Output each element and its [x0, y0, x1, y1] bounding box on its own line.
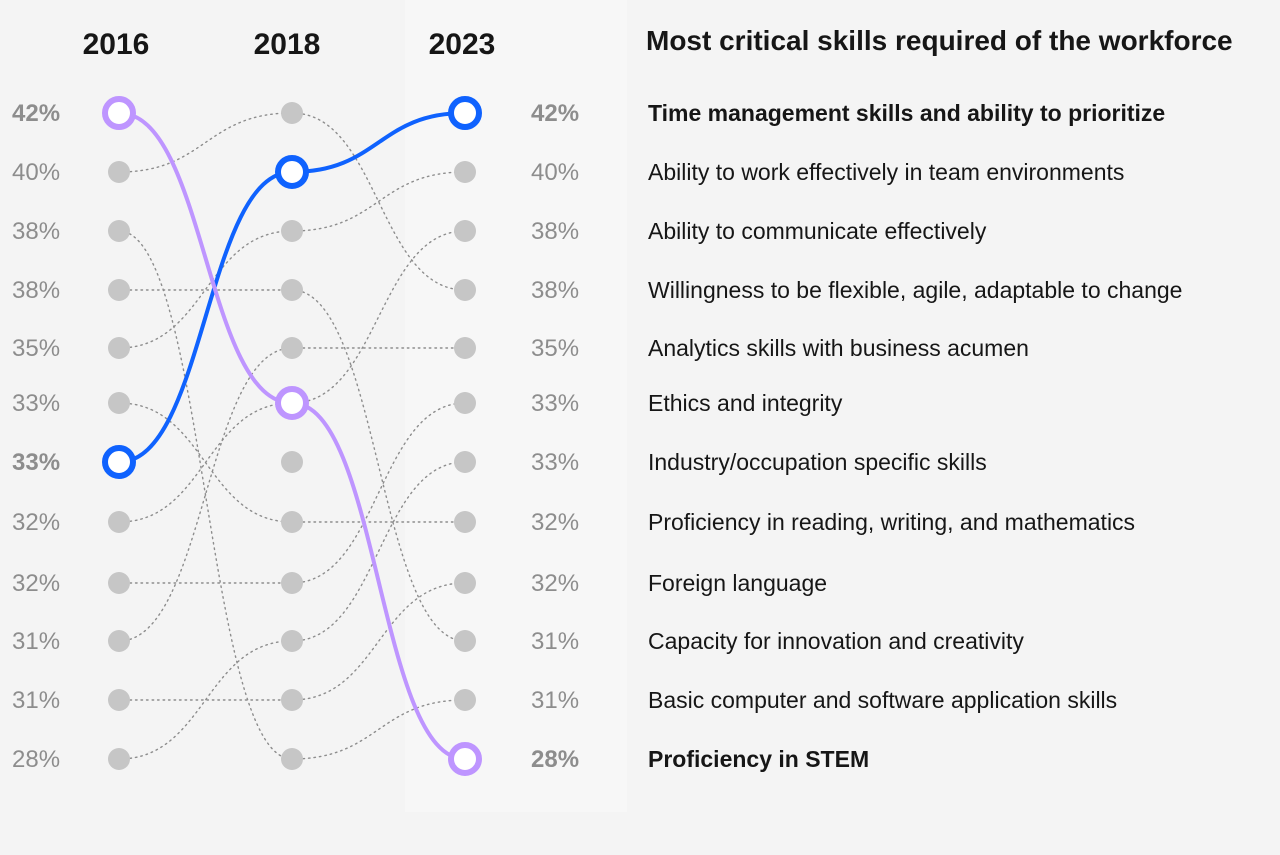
year-2023-header: 2023 [429, 28, 496, 61]
rank-dot-2018-5 [281, 337, 303, 359]
rank-dot-2016-4 [108, 279, 130, 301]
year-2018-header: 2018 [254, 28, 321, 61]
rank-dot-2016-10 [108, 630, 130, 652]
skill-label-5: Analytics skills with business acumen [648, 335, 1029, 361]
right-value-labels: 42% 40% 38% 38% 35% 33% 33% 32% 32% 31% 31% 28% [531, 100, 579, 773]
left-value-label-3: 38% [12, 218, 60, 245]
purple-node-2018 [275, 386, 309, 420]
left-value-label-1: 42% [12, 100, 60, 127]
left-value-label-8: 32% [12, 509, 60, 536]
skill-label-1: Time management skills and ability to pr… [648, 100, 1165, 126]
left-value-label-7: 33% [12, 449, 60, 476]
blue-node-2018 [275, 155, 309, 189]
connector-lines [118, 112, 466, 760]
blue-node-2023 [448, 96, 482, 130]
right-value-label-10: 31% [531, 628, 579, 655]
skill-label-10: Capacity for innovation and creativity [648, 628, 1024, 654]
rank-dot-2023-5 [454, 337, 476, 359]
right-value-label-6: 33% [531, 390, 579, 417]
left-value-label-6: 33% [12, 390, 60, 417]
right-value-label-2: 40% [531, 159, 579, 186]
rank-dot-2016-9 [108, 572, 130, 594]
rank-dot-2018-1 [281, 102, 303, 124]
left-value-label-9: 32% [12, 570, 60, 597]
blue-series-line-b [291, 111, 466, 174]
connector-7-2016-2018 [118, 402, 293, 523]
skill-label-3: Ability to communicate effectively [648, 218, 987, 244]
rank-dot-2018-8 [281, 511, 303, 533]
right-value-label-1: 42% [531, 100, 579, 127]
rank-dot-2023-3 [454, 220, 476, 242]
rank-dot-2023-2 [454, 161, 476, 183]
left-value-labels: 42% 40% 38% 38% 35% 33% 33% 32% 32% 31% 31% 28% [12, 100, 60, 773]
skill-label-7: Industry/occupation specific skills [648, 449, 987, 475]
left-value-label-12: 28% [12, 746, 60, 773]
left-value-label-10: 31% [12, 628, 60, 655]
connector-8-2018-2023 [291, 582, 466, 701]
right-value-label-9: 32% [531, 570, 579, 597]
connector-5-2018-2023 [291, 402, 466, 584]
left-value-label-2: 40% [12, 159, 60, 186]
connector-2-2018-2023 [291, 230, 466, 404]
skill-label-4: Willingness to be flexible, agile, adapt… [648, 277, 1182, 303]
left-value-label-11: 31% [12, 687, 60, 714]
connector-3-2016-2018 [118, 112, 293, 173]
right-value-label-12: 28% [531, 746, 579, 773]
skill-label-12: Proficiency in STEM [648, 746, 869, 772]
rank-dot-2018-7 [281, 451, 303, 473]
connector-1-2018-2023 [291, 171, 466, 232]
right-value-label-4: 38% [531, 277, 579, 304]
rank-dot-2018-3 [281, 220, 303, 242]
purple-series-line-a [118, 111, 293, 405]
right-value-label-11: 31% [531, 687, 579, 714]
skill-label-8: Proficiency in reading, writing, and mat… [648, 509, 1135, 535]
purple-node-2016 [102, 96, 136, 130]
rank-dot-2016-2 [108, 161, 130, 183]
rank-dot-2023-4 [454, 279, 476, 301]
rank-dot-2018-11 [281, 689, 303, 711]
highlight-column-2023 [405, 0, 627, 812]
highlighted-series [102, 96, 482, 776]
rank-dot-2018-10 [281, 630, 303, 652]
rank-dot-2023-6 [454, 392, 476, 414]
skill-labels: Time management skills and ability to pr… [648, 100, 1182, 772]
right-value-label-5: 35% [531, 335, 579, 362]
blue-node-2016 [102, 445, 136, 479]
connector-1-2016-2018 [118, 230, 293, 349]
rank-dot-2016-8 [108, 511, 130, 533]
connector-6-2016-2018 [118, 640, 293, 760]
rank-dot-2016-3 [108, 220, 130, 242]
skill-label-11: Basic computer and software application … [648, 687, 1117, 713]
chart-title: Most critical skills required of the wor… [646, 25, 1233, 56]
left-value-label-4: 38% [12, 277, 60, 304]
rank-dot-2018-9 [281, 572, 303, 594]
rank-dot-2023-10 [454, 630, 476, 652]
right-value-label-8: 32% [531, 509, 579, 536]
right-value-label-3: 38% [531, 218, 579, 245]
rank-dot-2018-12 [281, 748, 303, 770]
rank-dot-2023-9 [454, 572, 476, 594]
purple-series-line-b [291, 401, 466, 761]
connector-6-2018-2023 [291, 461, 466, 642]
rank-dot-2016-6 [108, 392, 130, 414]
skill-label-2: Ability to work effectively in team envi… [648, 159, 1124, 185]
rank-dot-2023-8 [454, 511, 476, 533]
year-2016-header: 2016 [83, 28, 150, 61]
left-value-label-5: 35% [12, 335, 60, 362]
skill-label-6: Ethics and integrity [648, 390, 843, 416]
blue-series-line-a [118, 170, 293, 464]
rank-dot-2016-11 [108, 689, 130, 711]
connector-10-2016-2018 [118, 230, 293, 760]
connector-10-2018-2023 [291, 699, 466, 760]
purple-node-2023 [448, 742, 482, 776]
rank-dot-2016-5 [108, 337, 130, 359]
connector-9-2018-2023 [291, 289, 466, 642]
skill-label-9: Foreign language [648, 570, 827, 596]
rank-dot-2016-12 [108, 748, 130, 770]
rank-dot-2023-11 [454, 689, 476, 711]
rank-dot-2018-4 [281, 279, 303, 301]
right-value-label-7: 33% [531, 449, 579, 476]
rank-dot-2023-7 [454, 451, 476, 473]
